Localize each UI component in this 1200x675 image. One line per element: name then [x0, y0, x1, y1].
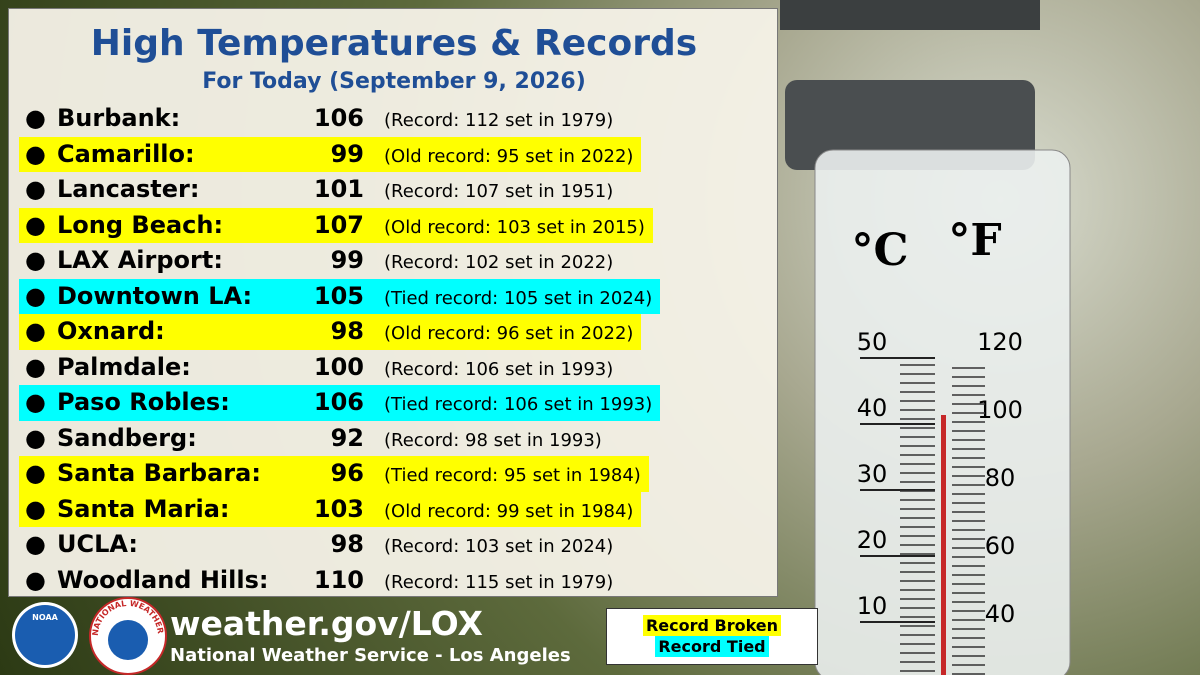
- office: National Weather Service - Los Angeles: [170, 645, 571, 666]
- fahrenheit-label: 60: [985, 532, 1016, 560]
- cap: [780, 0, 1040, 30]
- bullet: ●: [25, 317, 46, 345]
- nws-emblem: [108, 620, 148, 660]
- subtitle: For Today (September 9, 2026): [202, 69, 586, 94]
- row: ● Lancaster: 101 (Record: 107 set in 1951): [19, 172, 621, 208]
- url: weather.gov/LOX: [170, 604, 483, 643]
- record-note: (Record: 103 set in 2024): [384, 536, 614, 557]
- station: Oxnard:: [57, 317, 165, 345]
- row: ● UCLA: 98 (Record: 103 set in 2024): [19, 527, 621, 563]
- bullet: ●: [25, 565, 46, 594]
- temperature: 106: [313, 104, 364, 132]
- temperature: 100: [313, 352, 364, 381]
- temperature: 96: [330, 459, 364, 487]
- temperature: 99: [330, 246, 364, 274]
- fahrenheit-label: 100: [977, 396, 1023, 424]
- record-note: (Tied record: 95 set in 1984): [384, 465, 641, 486]
- record-note: (Record: 102 set in 2022): [384, 252, 614, 273]
- bullet: ●: [25, 459, 46, 487]
- station: LAX Airport:: [57, 246, 223, 274]
- bullet: ●: [25, 494, 46, 523]
- station: Santa Maria:: [57, 494, 230, 523]
- record-note: (Old record: 99 set in 1984): [384, 500, 634, 522]
- bullet: ●: [25, 352, 46, 381]
- record-note: (Record: 98 set in 1993): [384, 429, 602, 451]
- temperature: 103: [313, 494, 364, 523]
- temperature: 110: [313, 565, 364, 594]
- panel: High Temperatures & Records For Today (S…: [8, 8, 778, 597]
- station: Woodland Hills:: [57, 565, 269, 594]
- station: Downtown LA:: [57, 281, 253, 310]
- row: ● LAX Airport: 99 (Record: 102 set in 2022): [19, 243, 621, 279]
- row: ● Paso Robles: 106 (Tied record: 106 set in…: [19, 385, 661, 421]
- record-note: (Old record: 96 set in 2022): [384, 323, 634, 344]
- station: Camarillo:: [57, 139, 195, 168]
- record-note: (Record: 112 set in 1979): [384, 110, 614, 131]
- fahrenheit-label: 80: [985, 464, 1016, 492]
- row: ● Oxnard: 98 (Old record: 96 set in 2022): [19, 314, 642, 350]
- station: Burbank:: [57, 104, 181, 132]
- row: ● Long Beach: 107 (Old record: 103 set in 2…: [19, 207, 653, 243]
- row: ● Burbank: 106 (Record: 112 set in 1979): [19, 101, 621, 137]
- temperature: 98: [330, 530, 364, 558]
- rows: ● Burbank: 106 (Record: 112 set in 1979) ● Ca…: [19, 101, 661, 599]
- bullet: ●: [25, 104, 46, 132]
- temperature: 98: [330, 317, 364, 345]
- station: UCLA:: [57, 530, 139, 558]
- temperature: 92: [330, 423, 364, 452]
- mercury: [941, 415, 946, 675]
- legend: Record Broken Record Tied: [606, 608, 818, 665]
- legend-entry: Record Tied: [655, 636, 769, 657]
- row: ● Woodland Hills: 110 (Record: 115 set in 1…: [19, 563, 621, 599]
- tube: [814, 149, 1071, 675]
- station: Lancaster:: [57, 175, 200, 203]
- row: ● Palmdale: 100 (Record: 106 set in 1993): [19, 350, 621, 386]
- temperature: 106: [313, 388, 364, 416]
- bullet: ●: [25, 423, 46, 452]
- record-note: (Tied record: 105 set in 2024): [384, 287, 653, 309]
- record-note: (Record: 107 set in 1951): [384, 181, 614, 202]
- noaa-text: NOAA: [32, 613, 58, 622]
- temperature: 105: [313, 281, 364, 310]
- title: High Temperatures & Records: [90, 23, 698, 64]
- bullet: ●: [25, 388, 46, 416]
- record-note: (Record: 115 set in 1979): [384, 571, 614, 593]
- legend-entry: Record Broken: [642, 615, 782, 636]
- temperature: 101: [313, 175, 364, 203]
- celsius-label: 20: [857, 526, 888, 554]
- bullet: ●: [25, 175, 46, 203]
- f-unit: °F: [948, 215, 1001, 266]
- fahrenheit-label: 120: [977, 328, 1023, 356]
- c-unit: °C: [851, 225, 908, 276]
- bullet: ●: [25, 246, 46, 274]
- station: Paso Robles:: [57, 388, 230, 416]
- celsius-label: 40: [857, 394, 888, 422]
- celsius-label: 50: [857, 328, 888, 356]
- fahrenheit-label: 40: [985, 600, 1016, 628]
- bullet: ●: [25, 530, 46, 558]
- station: Palmdale:: [57, 352, 191, 381]
- bullet: ●: [25, 139, 46, 168]
- row: ● Santa Maria: 103 (Old record: 99 set in 1…: [19, 491, 642, 527]
- record-note: (Old record: 103 set in 2015): [384, 216, 645, 238]
- celsius-label: 10: [857, 592, 888, 620]
- station: Sandberg:: [57, 423, 197, 452]
- collar: [785, 80, 1035, 170]
- record-note: (Tied record: 106 set in 1993): [384, 394, 653, 415]
- station: Santa Barbara:: [57, 459, 261, 487]
- temperature: 99: [330, 139, 364, 168]
- bullet: ●: [25, 210, 46, 239]
- row: ● Sandberg: 92 (Record: 98 set in 1993): [19, 421, 610, 457]
- temperature: 107: [313, 210, 364, 239]
- record-note: (Record: 106 set in 1993): [384, 358, 614, 380]
- bullet: ●: [25, 281, 46, 310]
- station: Long Beach:: [57, 210, 224, 239]
- row: ● Downtown LA: 105 (Tied record: 105 set in…: [19, 278, 661, 314]
- row: ● Camarillo: 99 (Old record: 95 set in 2022…: [19, 136, 642, 172]
- noaa-logo-inner: [15, 605, 75, 665]
- record-note: (Old record: 95 set in 2022): [384, 145, 634, 167]
- row: ● Santa Barbara: 96 (Tied record: 95 set in…: [19, 456, 649, 492]
- celsius-label: 30: [857, 460, 888, 488]
